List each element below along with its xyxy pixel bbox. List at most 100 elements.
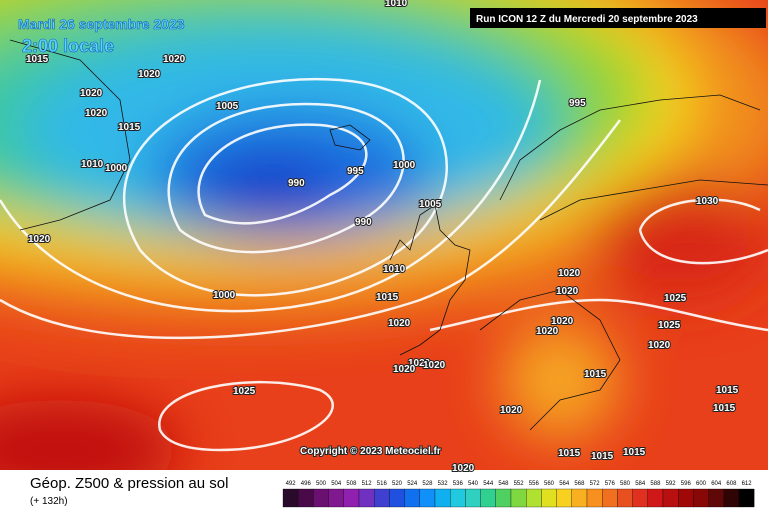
- scale-swatch: [434, 488, 451, 508]
- isobar-label: 1005: [216, 101, 239, 112]
- scale-swatch: [602, 488, 618, 508]
- isobar-label: 1020: [80, 88, 103, 99]
- scale-label: 564: [559, 481, 570, 487]
- field: [0, 0, 768, 500]
- scale-label: 520: [392, 481, 403, 487]
- scale-label: 580: [620, 481, 631, 487]
- date: Mardi 26 septembre 2023: [18, 16, 185, 32]
- scale-swatch: [282, 488, 299, 508]
- scale-label: 524: [407, 481, 418, 487]
- isobar-label: 1005: [419, 199, 442, 210]
- scale-label: 604: [711, 481, 722, 487]
- run-box: [470, 8, 766, 28]
- isobar-label: 1030: [696, 196, 719, 207]
- scale-label: 612: [742, 481, 753, 487]
- isobar-label: 1020: [85, 108, 108, 119]
- scale-swatch: [678, 488, 694, 508]
- isobar-label: 1020: [452, 463, 475, 474]
- scale-swatch: [480, 488, 496, 508]
- isobar-label: 1015: [591, 451, 614, 462]
- scale-label: 552: [514, 481, 525, 487]
- isobar-label: 1015: [716, 385, 739, 396]
- run-info: Run ICON 12 Z du Mercredi 20 septembre 2…: [476, 14, 698, 25]
- scale-label: 556: [529, 481, 540, 487]
- scale-label: 572: [590, 481, 601, 487]
- footer-lead: (+ 132h): [30, 496, 68, 507]
- scale-swatch: [450, 488, 466, 508]
- scale-label: 500: [316, 481, 327, 487]
- scale-label: 540: [468, 481, 479, 487]
- scale-swatch: [343, 488, 360, 508]
- scale-swatch: [617, 488, 633, 508]
- isobar-label: 1000: [213, 290, 236, 301]
- scale-label: 544: [483, 481, 494, 487]
- scale-label: 512: [362, 481, 373, 487]
- isobar-label: 1020: [138, 69, 161, 80]
- isobar-label: 1020: [388, 318, 411, 329]
- scale-swatch: [526, 488, 542, 508]
- scale-swatch: [313, 488, 329, 508]
- isobar-label: 1015: [558, 448, 581, 459]
- scale-swatch: [358, 488, 375, 508]
- scale-label: 536: [453, 481, 464, 487]
- scale-swatch: [298, 488, 314, 508]
- isobar-label: 1020: [551, 316, 574, 327]
- scale-swatch: [328, 488, 344, 508]
- isobar-label: 1020: [163, 54, 186, 65]
- isobar-label: 1010: [81, 159, 104, 170]
- scale-label: 548: [498, 481, 509, 487]
- isobar-label: 990: [355, 217, 372, 228]
- isobar-label: 1000: [393, 160, 416, 171]
- scale-swatch: [541, 488, 557, 508]
- isobar-label: 1020: [648, 340, 671, 351]
- isobar-label: 1015: [713, 403, 736, 414]
- scale-swatch: [556, 488, 572, 508]
- scale-swatch: [586, 488, 603, 508]
- scale-label: 528: [422, 481, 433, 487]
- scale-label: 532: [438, 481, 449, 487]
- scale-label: 492: [286, 481, 297, 487]
- isobar-label: 1020: [423, 360, 446, 371]
- isobar-label: 1000: [105, 163, 128, 174]
- local-time: 2:00 locale: [22, 36, 114, 56]
- scale-label: 504: [331, 481, 342, 487]
- scale-label: 568: [574, 481, 585, 487]
- isobar-label: 1020: [500, 405, 523, 416]
- isobar-label: 1010: [385, 0, 408, 9]
- copyright: Copyright © 2023 Meteociel.fr: [300, 446, 441, 457]
- isobar-label: 1015: [623, 447, 646, 458]
- isobar-label: 1020: [536, 326, 559, 337]
- scale-swatch: [510, 488, 527, 508]
- scale-label: 600: [696, 481, 707, 487]
- isobar-label: 1010: [383, 264, 406, 275]
- footer-title: Géop. Z500 & pression au sol: [30, 475, 228, 492]
- isobar-label: 1015: [26, 54, 49, 65]
- scale-swatch: [647, 488, 664, 508]
- scale-label: 592: [666, 481, 677, 487]
- scale-swatch: [738, 488, 755, 508]
- scale-swatch: [632, 488, 648, 508]
- scale-swatch: [465, 488, 481, 508]
- scale-swatch: [374, 488, 390, 508]
- scale-swatch: [723, 488, 740, 508]
- isobar-label: 1015: [584, 369, 607, 380]
- isobar-label: 1020: [28, 234, 51, 245]
- isobar-label: 1020: [556, 286, 579, 297]
- isobar-label: 1015: [376, 292, 399, 303]
- isobar-label: 995: [569, 98, 586, 109]
- scale-label: 596: [681, 481, 692, 487]
- scale-swatch: [404, 488, 420, 508]
- isobar-label: 1020: [408, 358, 431, 369]
- isobar-label: 1025: [664, 293, 687, 304]
- scale-label: 496: [301, 481, 312, 487]
- scale-swatch: [662, 488, 679, 508]
- isobar-label: 1020: [393, 364, 416, 375]
- isobar-label: 990: [288, 178, 305, 189]
- scale-label: 608: [726, 481, 737, 487]
- scale-swatch: [708, 488, 724, 508]
- isobar-label: 1025: [233, 386, 256, 397]
- scale-label: 588: [650, 481, 661, 487]
